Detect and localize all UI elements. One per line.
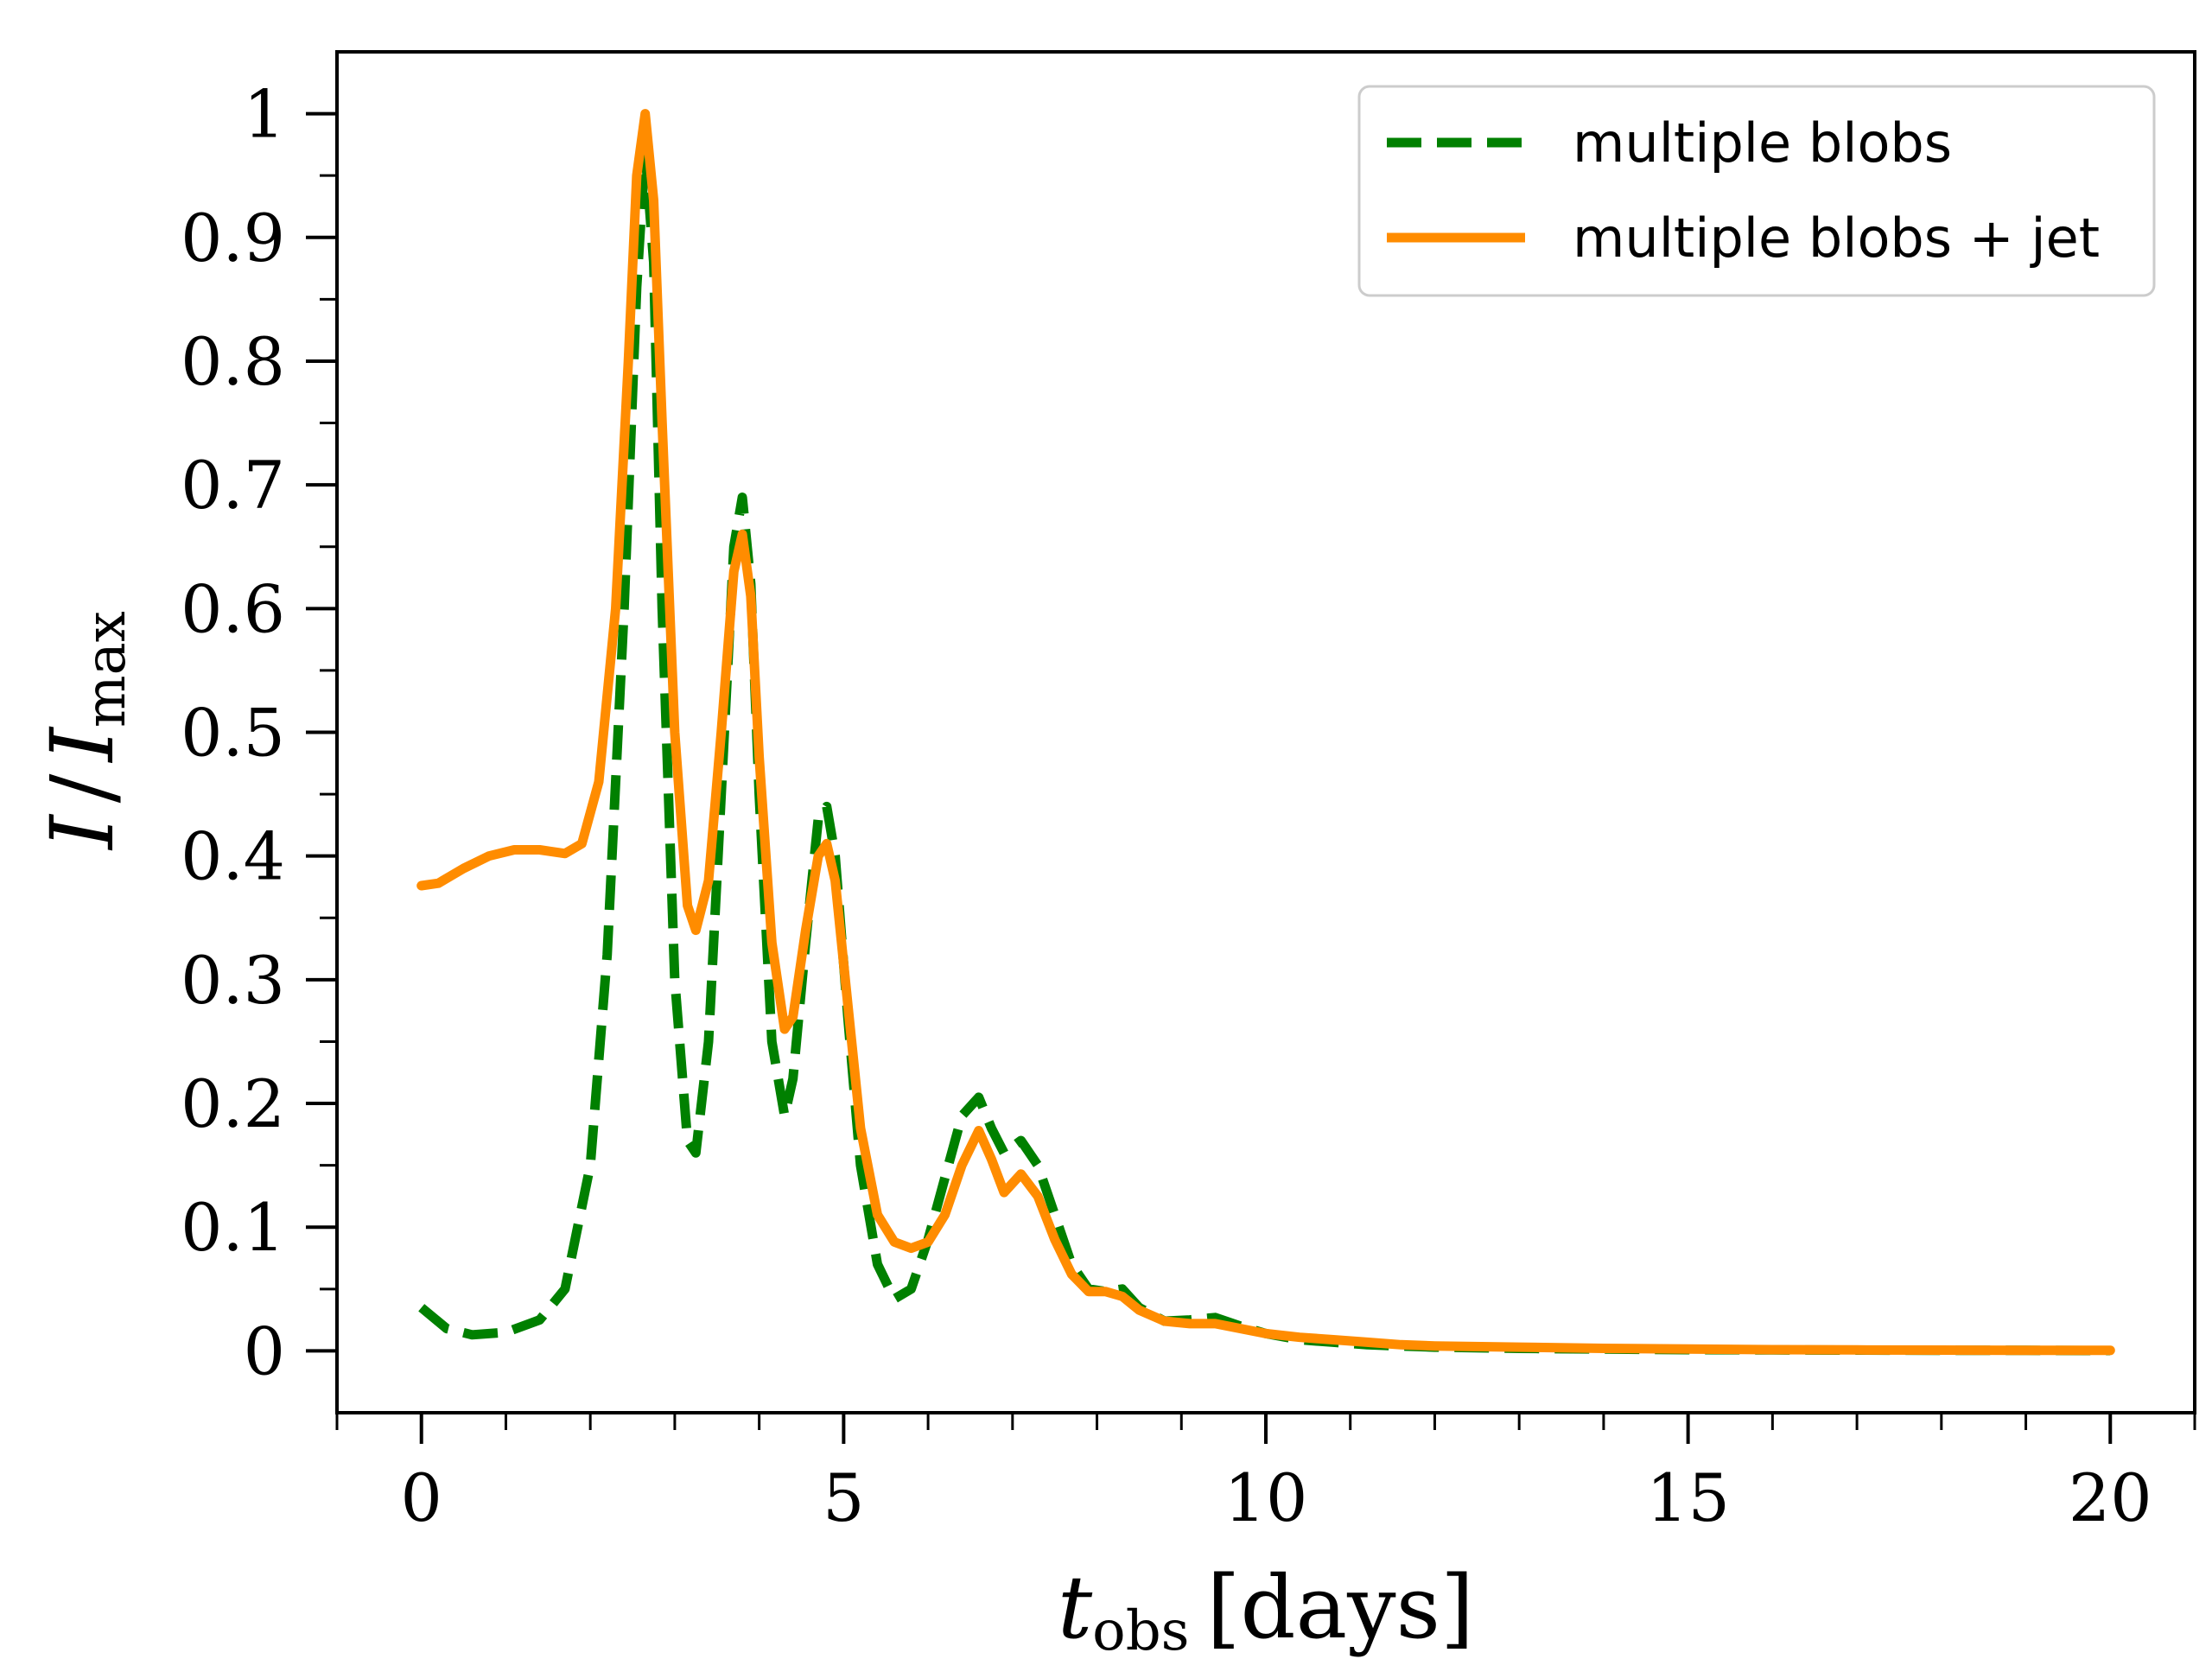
legend-label-multiple-blobs: multiple blobs bbox=[1573, 111, 1952, 175]
y-tick-label: 0.3 bbox=[181, 942, 285, 1019]
tick-labels: 0 5 10 15 20 0 0.1 0.2 0.3 0.4 0.5 0.6 0.7 0.8 0.9 1 bbox=[181, 76, 2152, 1536]
x-tick-label: 15 bbox=[1646, 1459, 1730, 1536]
x-tick-label: 5 bbox=[823, 1459, 864, 1536]
x-tick-label: 20 bbox=[2069, 1459, 2152, 1536]
x-tick-label: 0 bbox=[401, 1459, 442, 1536]
y-tick-label: 0 bbox=[244, 1313, 285, 1389]
y-tick-label: 0.7 bbox=[181, 447, 285, 524]
legend-label-multiple-blobs-jet: multiple blobs + jet bbox=[1573, 207, 2100, 270]
y-tick-label: 0.9 bbox=[181, 200, 285, 276]
y-axis-label: I/Imax bbox=[32, 611, 138, 851]
legend-box bbox=[1357, 85, 2156, 297]
y-tick-label: 0.1 bbox=[181, 1189, 285, 1266]
x-tick-label: 10 bbox=[1224, 1459, 1308, 1536]
legend: multiple blobs multiple blobs + jet bbox=[1357, 85, 2156, 297]
y-tick-label: 0.2 bbox=[181, 1065, 285, 1142]
y-tick-label: 0.4 bbox=[181, 818, 285, 895]
series-layer bbox=[416, 109, 2115, 1356]
ticks-layer bbox=[306, 111, 2196, 1444]
x-axis-label: tobs [days] bbox=[1058, 1557, 1474, 1659]
y-tick-label: 0.8 bbox=[181, 323, 285, 400]
series-line-1 bbox=[416, 109, 2115, 1356]
y-tick-label: 1 bbox=[244, 76, 285, 153]
y-tick-label: 0.5 bbox=[181, 695, 285, 772]
y-tick-label: 0.6 bbox=[181, 570, 285, 647]
